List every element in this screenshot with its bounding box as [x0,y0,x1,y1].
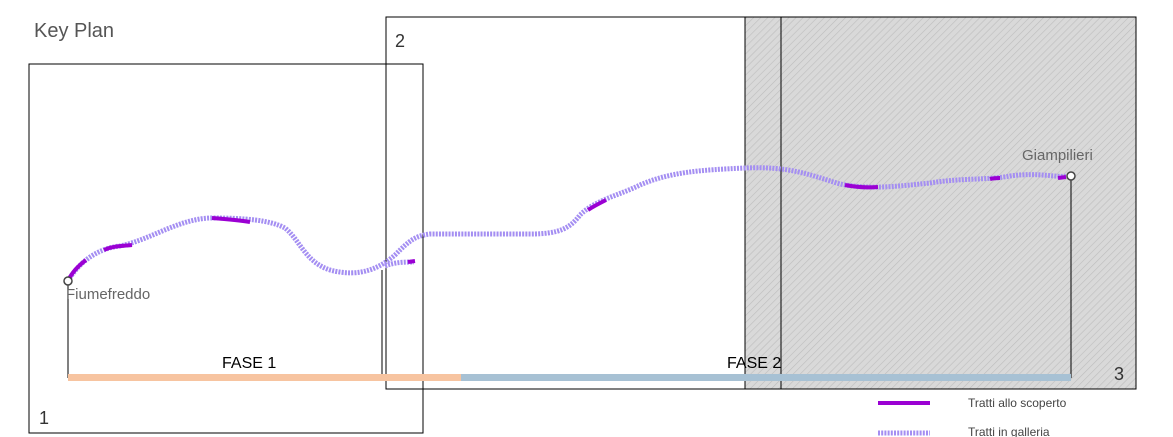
open-segment [586,198,607,212]
legend-tunnel-label: Tratti in galleria [968,425,1050,437]
open-segment [844,183,879,190]
end-marker [1066,171,1076,181]
sheet-label-1: 1 [39,408,49,428]
open-segment [1057,175,1067,180]
open-segment [407,259,416,264]
end-label: Giampilieri [1022,147,1093,164]
page-title: Key Plan [34,20,114,42]
open-segment [103,243,133,252]
legend-open-label: Tratti allo scoperto [968,396,1067,410]
legend: Tratti allo scoperto Tratti in galleria [878,396,1067,437]
start-marker [63,276,73,286]
phase-1-bar [68,374,461,381]
phase-2-bar [461,374,1071,381]
route-tunnel-segments [65,165,1072,283]
sheet-label-3: 3 [1114,364,1124,384]
open-segment [989,176,1001,181]
open-segment [211,216,251,224]
phase-1-label: FASE 1 [222,355,276,372]
sheet-label-2: 2 [395,31,405,51]
phase-2-label: FASE 2 [727,355,781,372]
sheet-3-hatched-area [745,17,1136,389]
start-label: Fiumefreddo [66,286,150,303]
sheet-1-frame [28,63,424,434]
route-open-segments [66,175,1067,282]
sheet-2-frame [385,16,1137,390]
